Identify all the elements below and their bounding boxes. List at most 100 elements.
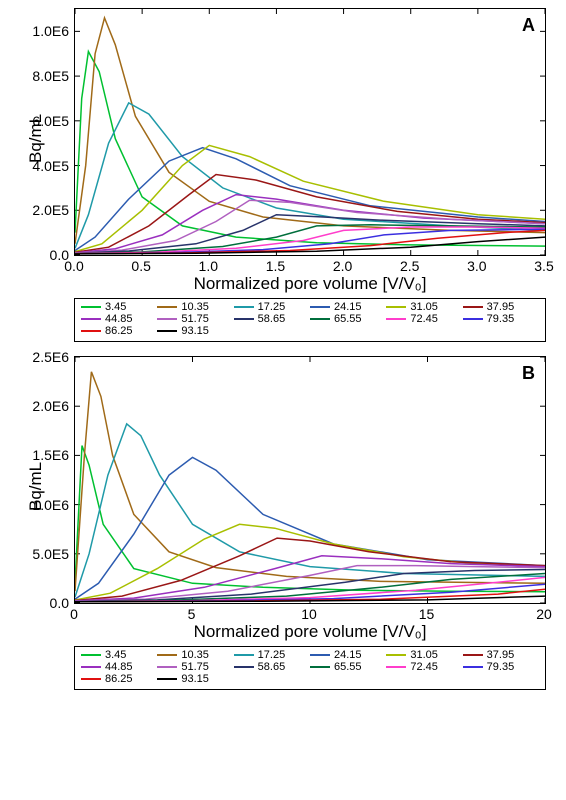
legend-item: 3.45 bbox=[81, 649, 157, 661]
legend-label: 86.25 bbox=[105, 673, 133, 685]
legend-swatch bbox=[234, 318, 254, 320]
legend-label: 86.25 bbox=[105, 325, 133, 337]
legend-label: 65.55 bbox=[334, 661, 362, 673]
legend-label: 79.35 bbox=[487, 661, 515, 673]
legend-item: 44.85 bbox=[81, 661, 157, 673]
legend-item: 72.45 bbox=[386, 661, 462, 673]
legend-label: 44.85 bbox=[105, 661, 133, 673]
legend-label: 17.25 bbox=[258, 649, 286, 661]
plot-svg-b bbox=[75, 357, 545, 603]
plot-wrap-a: A 0.02.0E54.0E56.0E58.0E51.0E6 0.00.51.0… bbox=[74, 8, 546, 274]
legend-item: 51.75 bbox=[157, 313, 233, 325]
x-tick-label: 10 bbox=[301, 606, 317, 622]
y-tick-label: 0.0 bbox=[50, 595, 69, 611]
legend-item: 3.45 bbox=[81, 301, 157, 313]
legend-label: 51.75 bbox=[181, 661, 209, 673]
legend-grid-a: 3.4510.3517.2524.1531.0537.9544.8551.755… bbox=[81, 301, 539, 337]
y-tick-label: 2.0E6 bbox=[32, 398, 69, 414]
legend-item: 65.55 bbox=[310, 661, 386, 673]
x-tick-label: 20 bbox=[536, 606, 552, 622]
legend-swatch bbox=[234, 306, 254, 308]
x-axis-title-a: Normalized pore volume [V/V₀] bbox=[74, 274, 546, 294]
plot-svg-a bbox=[75, 9, 545, 255]
x-tick-label: 0.5 bbox=[131, 258, 150, 274]
legend-swatch bbox=[386, 318, 406, 320]
legend-a: 3.4510.3517.2524.1531.0537.9544.8551.755… bbox=[74, 298, 546, 342]
y-tick-label: 8.0E5 bbox=[32, 68, 69, 84]
panel-label-b: B bbox=[522, 363, 535, 384]
legend-label: 17.25 bbox=[258, 301, 286, 313]
legend-item: 86.25 bbox=[81, 673, 157, 685]
legend-swatch bbox=[386, 306, 406, 308]
legend-item: 58.65 bbox=[234, 313, 310, 325]
legend-grid-b: 3.45 10.35 17.25 24.15 31.05 37.95 44.85 51.75 5… bbox=[81, 649, 539, 685]
legend-item: 51.75 bbox=[157, 661, 233, 673]
legend-swatch bbox=[81, 654, 101, 656]
legend-swatch bbox=[157, 306, 177, 308]
legend-item: 65.55 bbox=[310, 313, 386, 325]
legend-label: 58.65 bbox=[258, 661, 286, 673]
legend-swatch bbox=[386, 666, 406, 668]
legend-item: 24.15 bbox=[310, 649, 386, 661]
legend-b: 3.45 10.35 17.25 24.15 31.05 37.95 44.85 51.75 5… bbox=[74, 646, 546, 690]
x-tick-label: 1.0 bbox=[199, 258, 218, 274]
legend-label: 24.15 bbox=[334, 649, 362, 661]
x-tick-label: 0 bbox=[70, 606, 78, 622]
legend-label: 58.65 bbox=[258, 313, 286, 325]
x-tick-label: 3.0 bbox=[467, 258, 486, 274]
legend-label: 65.55 bbox=[334, 313, 362, 325]
legend-swatch bbox=[81, 318, 101, 320]
legend-swatch bbox=[463, 318, 483, 320]
panel-label-a: A bbox=[522, 15, 535, 36]
legend-item: 79.35 bbox=[463, 661, 539, 673]
legend-item: 17.25 bbox=[234, 649, 310, 661]
plot-wrap-b: B 0.05.0E51.0E61.5E62.0E62.5E6 05101520 … bbox=[74, 356, 546, 622]
legend-label: 72.45 bbox=[410, 313, 438, 325]
legend-item: 37.95 bbox=[463, 649, 539, 661]
x-axis-title-b: Normalized pore volume [V/V₀] bbox=[74, 622, 546, 642]
plot-frame-b: B 0.05.0E51.0E61.5E62.0E62.5E6 bbox=[74, 356, 546, 604]
legend-swatch bbox=[310, 654, 330, 656]
legend-swatch bbox=[463, 306, 483, 308]
y-tick-label: 5.0E5 bbox=[32, 546, 69, 562]
y-tick-label: 2.0E5 bbox=[32, 202, 69, 218]
xticks-a: 0.00.51.01.52.02.53.03.5 bbox=[74, 256, 546, 274]
legend-label: 3.45 bbox=[105, 649, 126, 661]
legend-item: 86.25 bbox=[81, 325, 157, 337]
legend-swatch bbox=[386, 654, 406, 656]
y-axis-title-b: Bq/mL bbox=[26, 462, 46, 511]
legend-label: 72.45 bbox=[410, 661, 438, 673]
legend-swatch bbox=[81, 666, 101, 668]
x-tick-label: 0.0 bbox=[64, 258, 83, 274]
legend-item: 37.95 bbox=[463, 301, 539, 313]
legend-item: 58.65 bbox=[234, 661, 310, 673]
legend-swatch bbox=[157, 654, 177, 656]
legend-swatch bbox=[157, 318, 177, 320]
y-tick-label: 1.0E6 bbox=[32, 23, 69, 39]
xticks-b: 05101520 bbox=[74, 604, 546, 622]
legend-swatch bbox=[310, 666, 330, 668]
x-tick-label: 5 bbox=[188, 606, 196, 622]
figure-page: { "figure": { "font_family": "Arial", "c… bbox=[0, 0, 566, 800]
legend-item: 31.05 bbox=[386, 301, 462, 313]
legend-swatch bbox=[234, 666, 254, 668]
legend-label: 10.35 bbox=[181, 649, 209, 661]
legend-swatch bbox=[81, 306, 101, 308]
legend-item: 72.45 bbox=[386, 313, 462, 325]
legend-item: 93.15 bbox=[157, 673, 233, 685]
legend-label: 44.85 bbox=[105, 313, 133, 325]
legend-label: 51.75 bbox=[181, 313, 209, 325]
legend-label: 37.95 bbox=[487, 301, 515, 313]
legend-label: 31.05 bbox=[410, 649, 438, 661]
legend-item: 93.15 bbox=[157, 325, 233, 337]
x-tick-label: 15 bbox=[419, 606, 435, 622]
legend-swatch bbox=[81, 678, 101, 680]
x-tick-label: 1.5 bbox=[266, 258, 285, 274]
legend-swatch bbox=[234, 654, 254, 656]
legend-swatch bbox=[157, 678, 177, 680]
plot-frame-a: A 0.02.0E54.0E56.0E58.0E51.0E6 bbox=[74, 8, 546, 256]
legend-swatch bbox=[157, 666, 177, 668]
legend-swatch bbox=[310, 318, 330, 320]
x-tick-label: 2.0 bbox=[333, 258, 352, 274]
y-tick-label: 2.5E6 bbox=[32, 349, 69, 365]
